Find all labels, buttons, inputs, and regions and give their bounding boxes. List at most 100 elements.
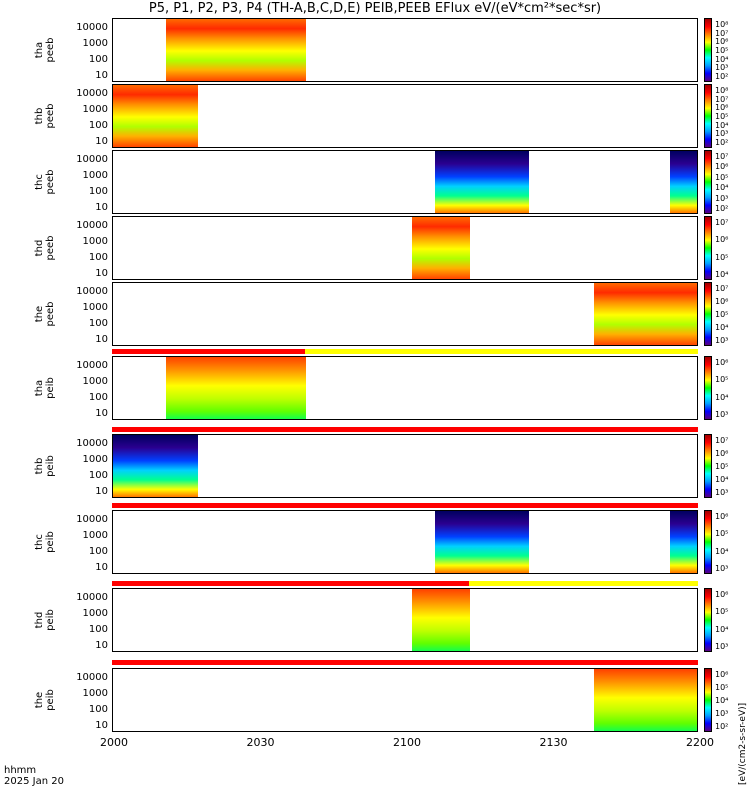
colorbar-tick-label: 10⁴: [715, 120, 729, 130]
x-axis-date-label: 2025 Jan 20: [4, 776, 64, 787]
y-tick-label: 100: [88, 54, 108, 65]
colorbar-tick-label: 10⁴: [715, 183, 729, 193]
y-tick-label: 1000: [82, 38, 108, 49]
colorbar-tick-label: 10⁵: [715, 252, 729, 262]
colorbar-tick-label: 10³: [715, 642, 729, 651]
colorbar: [704, 588, 712, 652]
panel-tha-peib: [112, 356, 698, 420]
spectrogram-block: [435, 511, 530, 573]
colorbar-tick-label: 10³: [715, 336, 729, 345]
mode-status-bar: [112, 349, 306, 354]
spectrogram-block: [165, 19, 307, 81]
y-tick-label: 10000: [76, 286, 108, 297]
y-tick-label: 1000: [82, 104, 108, 115]
panel-ylabel-product: peeb: [45, 235, 56, 261]
colorbar-tick-label: 10⁴: [715, 624, 729, 634]
panel-the-peib: [112, 668, 698, 732]
colorbar-tick-label: 10⁷: [715, 284, 729, 293]
panel-ylabel-probe: thb: [34, 107, 45, 125]
panel-thb-peeb: [112, 84, 698, 148]
panel-ylabel: thb peib: [34, 443, 56, 489]
panel-ylabel-probe: thc: [34, 174, 45, 190]
y-tick-label: 10: [95, 202, 108, 213]
panel-ylabel: thd peeb: [34, 225, 56, 271]
y-tick-label: 10: [95, 640, 108, 651]
colorbar-tick-label: 10⁷: [715, 28, 729, 38]
panel-thc-peib: [112, 510, 698, 574]
panel-ylabel-product: peib: [45, 455, 56, 477]
spectrogram-block: [411, 589, 471, 651]
panel-ylabel-probe: tha: [34, 379, 45, 397]
colorbar-tick-label: 10⁴: [715, 546, 729, 556]
y-tick-label: 1000: [82, 530, 108, 541]
mode-status-bar: [469, 581, 698, 586]
colorbar-tick-label: 10³: [715, 193, 729, 203]
colorbar-side-label-area: [eV/(cm2-s-sr-eV)]: [735, 5, 749, 795]
colorbar: [704, 216, 712, 280]
spectrogram-block: [669, 151, 697, 213]
y-tick-label: 10000: [76, 220, 108, 231]
colorbar-tick-label: 10³: [715, 488, 729, 497]
colorbar-tick-label: 10²: [715, 204, 729, 213]
mode-status-bar: [305, 349, 698, 354]
x-tick-label: 2000: [100, 736, 128, 749]
x-tick-label: 2030: [246, 736, 275, 749]
x-tick-label: 2200: [686, 736, 714, 749]
y-tick-label: 10000: [76, 672, 108, 683]
colorbar-tick-label: 10⁵: [715, 607, 729, 617]
colorbar-tick-label: 10⁶: [715, 103, 729, 113]
y-tick-label: 100: [88, 252, 108, 263]
x-tick-label: 2130: [539, 736, 568, 749]
y-tick-label: 10000: [76, 88, 108, 99]
panel-ylabel-probe: thd: [34, 239, 45, 257]
panel-ylabel-product: peib: [45, 609, 56, 631]
y-tick-label: 1000: [82, 236, 108, 247]
spectrogram-block: [435, 151, 530, 213]
colorbar-tick-label: 10⁵: [715, 529, 729, 539]
x-tick-label: 2100: [393, 736, 421, 749]
spectrogram-block: [113, 85, 198, 147]
colorbar-tick-label: 10⁶: [715, 297, 729, 306]
spectrogram-block: [593, 669, 697, 731]
colorbar-tick-label: 10²: [715, 138, 729, 147]
colorbar-tick-label: 10⁴: [715, 270, 729, 279]
colorbar-tick-label: 10⁶: [715, 37, 729, 47]
y-tick-label: 100: [88, 546, 108, 557]
colorbar-tick-label: 10⁵: [715, 375, 729, 385]
panel-ylabel-probe: thc: [34, 534, 45, 550]
colorbar: [704, 282, 712, 346]
y-tick-label: 100: [88, 392, 108, 403]
mode-status-bar: [112, 427, 698, 432]
panel-ylabel: thd peib: [34, 597, 56, 643]
spectrogram-block: [669, 511, 697, 573]
y-tick-label: 10: [95, 136, 108, 147]
colorbar-tick-label: 10³: [715, 63, 729, 73]
panel-ylabel: thc peib: [34, 519, 56, 565]
colorbar-tick-label: 10⁶: [715, 235, 729, 245]
colorbar: [704, 668, 712, 732]
mode-status-bar: [112, 503, 698, 508]
colorbar-tick-label: 10⁴: [715, 475, 729, 484]
colorbar-tick-label: 10³: [715, 564, 729, 573]
y-tick-label: 10: [95, 408, 108, 419]
colorbar-tick-label: 10⁶: [715, 449, 729, 458]
panel-ylabel-probe: thb: [34, 457, 45, 475]
colorbar-tick-label: 10⁴: [715, 323, 729, 332]
y-tick-label: 1000: [82, 170, 108, 181]
colorbar-tick-label: 10⁶: [715, 670, 729, 679]
colorbar: [704, 510, 712, 574]
panel-ylabel-product: peib: [45, 531, 56, 553]
panel-thd-peib: [112, 588, 698, 652]
colorbar-tick-label: 10⁶: [715, 358, 729, 367]
panel-ylabel: the peib: [34, 677, 56, 723]
y-tick-label: 100: [88, 624, 108, 635]
panel-ylabel-probe: tha: [34, 41, 45, 59]
y-tick-label: 10: [95, 562, 108, 573]
mode-status-bar: [112, 581, 470, 586]
colorbar: [704, 18, 712, 82]
spectrogram-block: [165, 357, 307, 419]
colorbar-tick-label: 10⁵: [715, 310, 729, 319]
x-axis-label-hhmm: hhmm: [4, 765, 37, 776]
panel-ylabel: the peeb: [34, 291, 56, 337]
colorbar-tick-label: 10⁵: [715, 172, 729, 182]
